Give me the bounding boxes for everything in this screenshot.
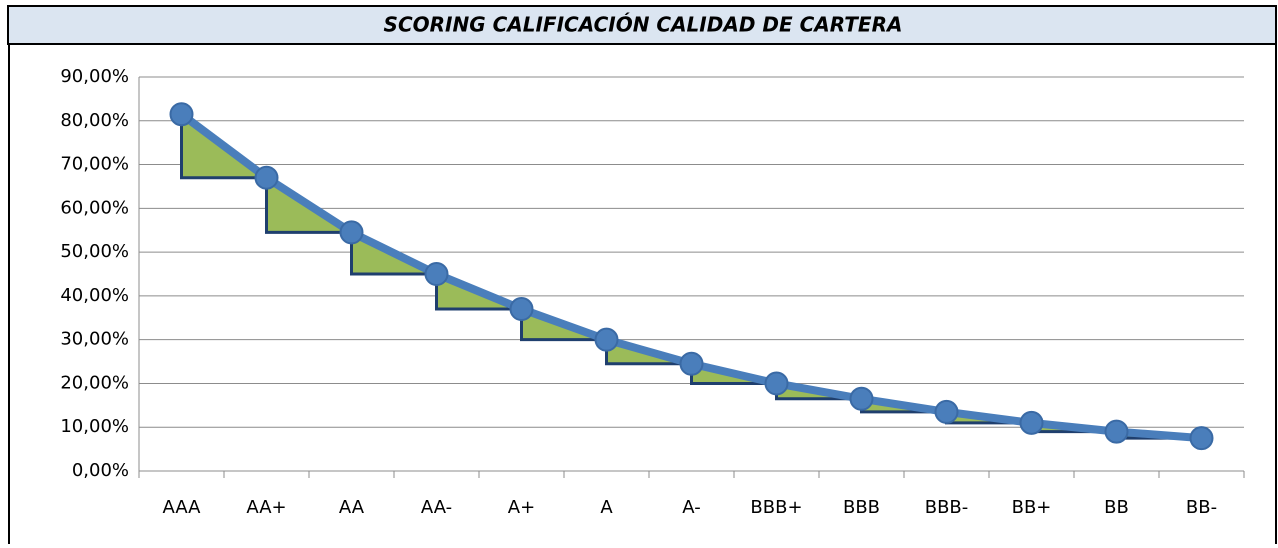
- marker: [1104, 419, 1129, 444]
- y-tick-label: 10,00%: [60, 416, 129, 437]
- y-tick-label: 30,00%: [60, 329, 129, 350]
- y-tick-label: 60,00%: [60, 197, 129, 218]
- marker: [509, 297, 534, 322]
- x-tick-label: BB-: [1186, 497, 1217, 518]
- y-tick-label: 0,00%: [72, 460, 129, 481]
- x-tick-label: AA: [339, 497, 365, 518]
- marker: [339, 220, 364, 245]
- x-tick-label: A-: [682, 497, 700, 518]
- x-tick-label: BBB+: [750, 497, 802, 518]
- y-tick-label: 90,00%: [60, 66, 129, 87]
- x-tick-label: BBB-: [925, 497, 969, 518]
- x-tick-label: A+: [508, 497, 535, 518]
- y-tick-label: 70,00%: [60, 154, 129, 175]
- marker: [254, 165, 279, 190]
- marker: [764, 371, 789, 396]
- x-tick-label: AA-: [421, 497, 452, 518]
- series-line: [179, 111, 1202, 443]
- chart-title: SCORING CALIFICACIÓN CALIDAD DE CARTERA: [384, 13, 903, 37]
- marker: [169, 102, 194, 127]
- x-tick-label: BB: [1104, 497, 1129, 518]
- marker: [849, 386, 874, 411]
- marker: [594, 327, 619, 352]
- x-tick-label: A: [600, 497, 613, 518]
- y-tick-label: 80,00%: [60, 110, 129, 131]
- marker: [1019, 410, 1044, 435]
- x-tick-label: BB+: [1012, 497, 1052, 518]
- y-tick-label: 40,00%: [60, 285, 129, 306]
- marker: [424, 262, 449, 286]
- marker: [1189, 426, 1214, 451]
- marker: [679, 351, 704, 376]
- x-tick-label: BBB: [843, 497, 880, 518]
- marker: [934, 399, 959, 424]
- y-tick-label: 20,00%: [60, 372, 129, 393]
- y-tick-label: 50,00%: [60, 241, 129, 262]
- title-bar: [7, 5, 1277, 45]
- x-tick-label: AAA: [163, 497, 202, 518]
- x-tick-label: AA+: [246, 497, 286, 518]
